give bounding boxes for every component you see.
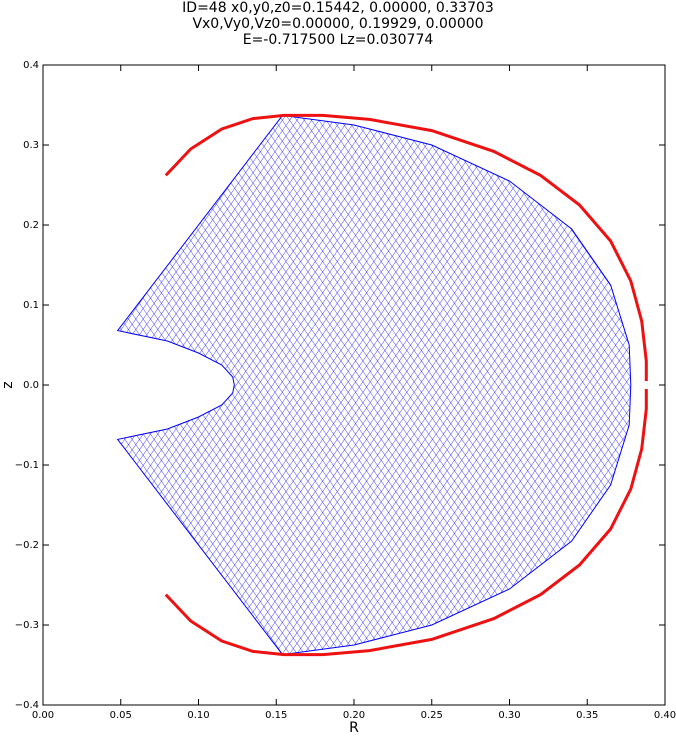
zero-velocity-curve — [164, 113, 648, 657]
title-line: ID=48 x0,y0,z0=0.15442, 0.00000, 0.33703 — [182, 0, 494, 16]
title-line: E=-0.717500 Lz=0.030774 — [243, 32, 434, 48]
y-tick-label: −0.4 — [15, 700, 39, 711]
orbit-mesh — [116, 114, 632, 656]
y-tick-label: −0.3 — [15, 620, 39, 631]
x-tick-label: 0.10 — [187, 710, 209, 721]
y-tick-label: 0.0 — [23, 380, 39, 391]
y-tick-label: 0.4 — [23, 60, 39, 71]
y-tick-label: 0.1 — [23, 300, 39, 311]
y-tick-label: 0.2 — [23, 220, 39, 231]
x-tick-label: 0.00 — [32, 710, 54, 721]
x-axis-label: R — [349, 720, 359, 736]
x-tick-label: 0.05 — [110, 710, 132, 721]
x-tick-label: 0.25 — [421, 710, 443, 721]
y-tick-label: −0.2 — [15, 540, 39, 551]
x-tick-label: 0.40 — [654, 710, 676, 721]
x-tick-label: 0.15 — [265, 710, 287, 721]
y-tick-label: −0.1 — [15, 460, 39, 471]
x-tick-label: 0.35 — [576, 710, 598, 721]
y-tick-label: 0.3 — [23, 140, 39, 151]
x-tick-label: 0.20 — [343, 710, 365, 721]
x-tick-label: 0.30 — [498, 710, 520, 721]
title-line: Vx0,Vy0,Vz0=0.00000, 0.19929, 0.00000 — [192, 16, 483, 32]
y-axis-label: z — [0, 381, 16, 388]
